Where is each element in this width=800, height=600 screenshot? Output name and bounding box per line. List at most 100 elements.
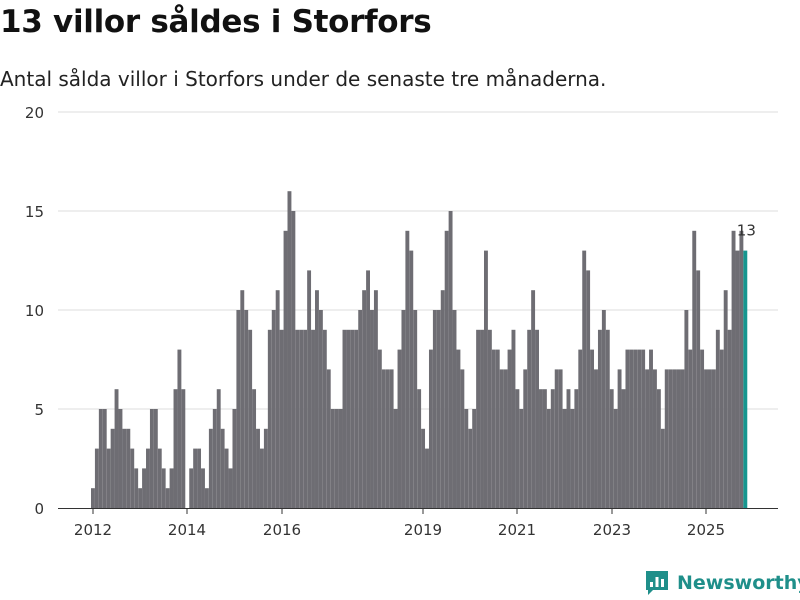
bar <box>385 369 390 508</box>
bar <box>397 349 402 508</box>
bar <box>193 448 198 508</box>
bar <box>256 428 260 508</box>
bar <box>731 230 736 509</box>
bar <box>295 329 300 508</box>
bar <box>350 329 355 508</box>
bar <box>342 329 347 508</box>
bar <box>672 369 677 508</box>
bar <box>629 349 634 508</box>
bar <box>275 290 280 508</box>
bar <box>330 409 335 508</box>
bar <box>208 428 213 508</box>
bar <box>621 389 626 508</box>
bar <box>723 290 728 508</box>
bar <box>637 349 642 508</box>
chart-title: 13 villor såldes i Storfors <box>0 4 432 40</box>
bar <box>684 310 689 508</box>
bar <box>692 230 697 509</box>
bar <box>252 389 257 508</box>
bar <box>428 349 433 508</box>
bar <box>590 349 595 508</box>
bar <box>189 468 194 508</box>
bar <box>711 369 716 508</box>
bar <box>566 389 571 508</box>
bar <box>381 369 386 508</box>
bar <box>519 409 524 508</box>
x-tick-label: 2012 <box>74 521 112 539</box>
bar <box>110 428 115 508</box>
bar <box>142 468 146 508</box>
bar <box>146 448 150 508</box>
bar <box>212 409 217 508</box>
bar <box>161 468 166 508</box>
bar <box>362 290 367 508</box>
bar <box>417 389 422 508</box>
bar <box>456 349 461 508</box>
bar <box>267 329 272 508</box>
bar <box>511 329 516 508</box>
bar <box>487 329 492 508</box>
bar <box>582 250 587 508</box>
bar-highlight <box>743 250 748 508</box>
bar <box>444 230 449 509</box>
bar <box>539 389 543 508</box>
bar <box>283 230 288 509</box>
bar <box>609 389 614 508</box>
bar <box>165 488 170 508</box>
bar <box>531 290 536 508</box>
bar <box>436 310 441 508</box>
bar <box>177 349 182 508</box>
bar <box>216 389 221 508</box>
bar <box>338 409 343 508</box>
bar <box>303 329 308 508</box>
bar <box>311 329 315 508</box>
brand-logo[interactable]: Newsworthy <box>644 569 800 597</box>
x-axis-ticks: 2012 2014 2016 2019 2021 2023 2025 <box>74 508 725 539</box>
bar <box>134 468 139 508</box>
bar <box>495 349 500 508</box>
bar <box>527 329 532 508</box>
bar <box>318 310 323 508</box>
bar <box>476 329 481 508</box>
bar <box>613 409 618 508</box>
x-tick-label: 2014 <box>168 521 206 539</box>
bar <box>421 428 426 508</box>
bar <box>715 329 720 508</box>
bar <box>98 409 103 508</box>
bar <box>169 468 174 508</box>
bar <box>334 409 339 508</box>
x-tick-label: 2023 <box>593 521 631 539</box>
bar <box>594 369 598 508</box>
bar <box>259 448 264 508</box>
bar <box>126 428 131 508</box>
bar <box>248 329 253 508</box>
y-tick-label: 10 <box>25 302 44 320</box>
bar <box>149 409 154 508</box>
bar <box>106 448 111 508</box>
bar <box>523 369 528 508</box>
bar <box>307 270 312 508</box>
bar <box>291 211 296 508</box>
bar <box>91 488 95 508</box>
x-tick-label: 2019 <box>404 521 442 539</box>
bar <box>574 389 579 508</box>
gridlines <box>58 111 778 410</box>
bar <box>224 448 229 508</box>
x-tick-label: 2016 <box>263 521 301 539</box>
bar <box>727 329 732 508</box>
bar <box>173 389 178 508</box>
bar <box>586 270 591 508</box>
y-axis-labels: 0 5 10 15 20 <box>25 104 44 518</box>
bar <box>617 369 622 508</box>
bar <box>322 329 327 508</box>
bar <box>460 369 465 508</box>
bar <box>401 310 406 508</box>
bar <box>688 349 693 508</box>
y-tick-label: 5 <box>34 401 44 419</box>
bar <box>240 290 245 508</box>
bar <box>157 448 162 508</box>
bar <box>535 329 539 508</box>
y-tick-label: 15 <box>25 203 44 221</box>
bar <box>389 369 394 508</box>
